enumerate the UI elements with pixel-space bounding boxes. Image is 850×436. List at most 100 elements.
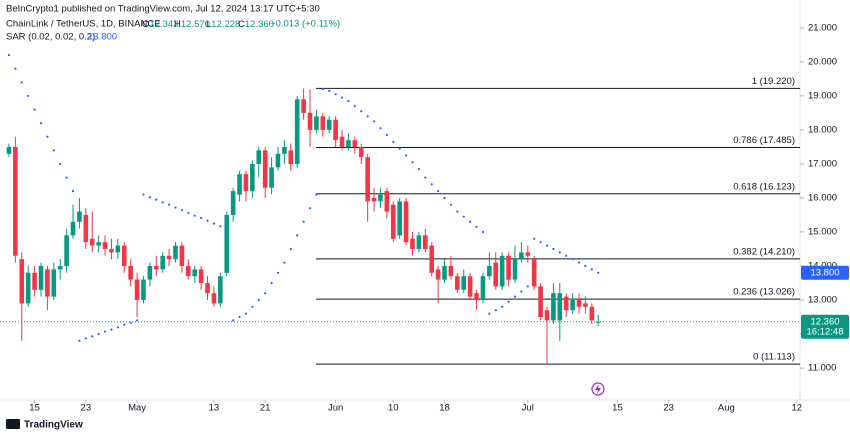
sar-dot — [385, 133, 388, 137]
candle-body — [551, 293, 556, 321]
sar-dot — [321, 88, 324, 91]
sar-dot — [526, 285, 529, 288]
candle-body — [83, 214, 89, 243]
sar-dot — [135, 319, 139, 322]
sar-dot — [590, 268, 593, 271]
candle-body — [480, 276, 486, 300]
sar-dot — [33, 108, 36, 111]
sar-dot — [52, 149, 55, 152]
sar-dot — [552, 247, 555, 251]
sar-dot — [200, 216, 203, 220]
candle-body — [186, 265, 191, 277]
sar-dot — [520, 290, 523, 293]
candle-body — [455, 276, 460, 290]
candle-body — [64, 235, 69, 266]
ohlc-value: 12.343 — [149, 19, 178, 30]
sar-dot — [577, 261, 581, 264]
sar-dot — [565, 254, 568, 257]
ohlc-value: 12.228 — [211, 19, 240, 30]
sar-dot — [539, 241, 542, 244]
candle-body — [352, 140, 358, 147]
sar-dot — [142, 193, 145, 196]
candle-body — [358, 146, 364, 158]
candle-body — [512, 259, 518, 280]
sar-dot — [315, 193, 318, 196]
y-tick-label: 20.000 — [808, 56, 837, 67]
footer-logo — [6, 419, 20, 429]
publisher-line: BeInCrypto1 published on TradingView.com… — [6, 4, 320, 15]
candle-body — [19, 259, 25, 304]
last-price-box — [801, 314, 849, 339]
candle-body — [166, 255, 172, 260]
ohlc-key: L — [206, 19, 211, 30]
candle-body — [45, 269, 50, 297]
candle-body — [519, 252, 524, 260]
x-tick-label: Aug — [718, 403, 735, 414]
sar-dot — [206, 219, 209, 222]
sar-dot — [449, 203, 453, 206]
sar-dot — [167, 203, 171, 206]
sar-dot — [513, 295, 517, 298]
candle-body — [262, 150, 268, 188]
x-tick-label: 12 — [792, 403, 803, 414]
candle-body — [51, 269, 57, 297]
candle-body — [269, 167, 274, 188]
sar-dot — [20, 81, 23, 84]
sar-dot — [360, 110, 363, 113]
sar-dot — [417, 167, 420, 171]
sar-dot — [481, 230, 485, 234]
sar-dot — [193, 214, 196, 217]
sar-dot — [302, 220, 305, 223]
candle-body — [563, 296, 569, 311]
ohlc-key: O — [142, 19, 149, 30]
candle-body — [339, 136, 345, 147]
x-tick-label: Jun — [328, 403, 343, 414]
candle-body — [179, 245, 185, 266]
candle-body — [115, 245, 121, 253]
countdown-label: 16:12:48 — [807, 326, 844, 337]
candle-body — [230, 191, 236, 215]
candle-body — [557, 293, 563, 321]
x-tick-label: Jul — [522, 403, 534, 414]
sar-dot — [103, 330, 107, 333]
ohlc-item: O12.343 — [142, 19, 178, 30]
sar-dot — [379, 127, 382, 130]
sar-dot — [507, 300, 510, 303]
x-tick-label: 23 — [81, 403, 92, 414]
fib-label: 1 (19.220) — [752, 76, 795, 87]
last-price-label: 12.360 — [810, 316, 839, 327]
sar-dot — [59, 162, 62, 166]
event-icon[interactable] — [591, 382, 605, 396]
y-tick-label: 13.000 — [808, 295, 837, 306]
candle-body — [173, 245, 178, 260]
sar-dot — [392, 140, 395, 143]
sar-dot — [78, 339, 81, 342]
candle-body — [397, 201, 402, 236]
sar-dot — [289, 247, 292, 251]
sar-dot — [65, 176, 68, 179]
sar-dot — [296, 234, 299, 237]
sar-dot — [161, 201, 164, 204]
candle-body — [96, 242, 101, 246]
candle-body — [121, 245, 127, 266]
candle-body — [288, 150, 294, 164]
candle-body — [474, 293, 479, 300]
sar-dot — [308, 207, 312, 210]
indicator-name: SAR (0.02, 0.02, 0.2) — [6, 32, 95, 43]
candle-body — [467, 276, 473, 297]
sar-dot — [494, 309, 497, 312]
candle-body — [506, 255, 511, 280]
y-tick-label: 15.000 — [808, 226, 837, 237]
sar-dot — [443, 196, 446, 200]
sar-dot — [340, 96, 344, 99]
sar-dot — [276, 271, 280, 274]
candle-body — [25, 272, 31, 304]
sar-dot — [39, 122, 43, 125]
candle-body — [153, 265, 159, 270]
sar-dot — [71, 190, 75, 193]
sar-dot — [456, 210, 459, 213]
candle-body — [147, 265, 153, 280]
sar-dot — [238, 315, 241, 319]
sar-dot — [334, 93, 337, 96]
ohlc-key: C — [238, 19, 245, 30]
